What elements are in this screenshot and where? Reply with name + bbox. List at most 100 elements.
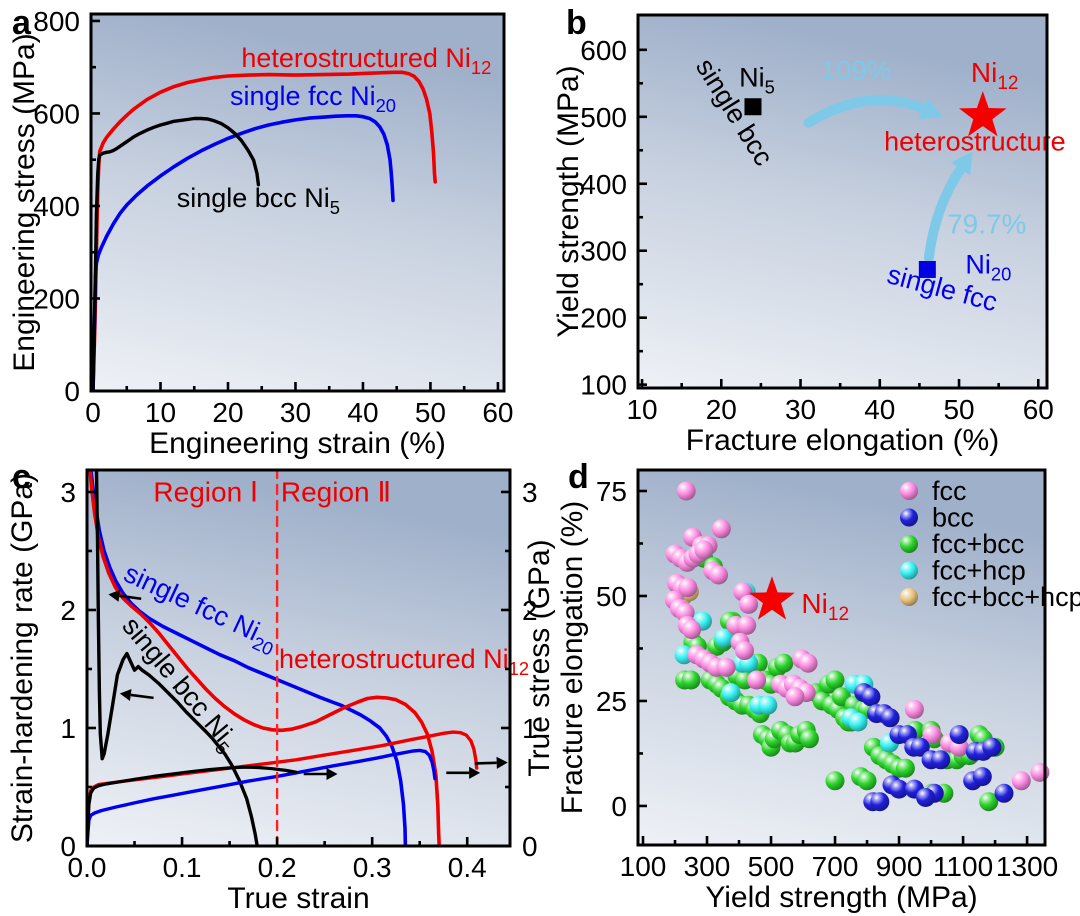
annotation-a-0: heterostructured Ni12 <box>241 43 491 78</box>
x-tick-label: 30 <box>785 394 816 425</box>
data-point-fcc+bcc <box>681 670 701 690</box>
y-axis-title: Fracture elongation (%) <box>556 501 589 814</box>
ticks <box>638 489 1029 845</box>
y-tick-label: 3 <box>60 477 76 508</box>
annotation-c-1: Region Ⅱ <box>281 476 391 507</box>
data-point-fcc <box>676 481 696 501</box>
annotation-b-0: Ni5 <box>739 63 775 98</box>
tick-labels: 100 300 500 700 900 1100 1300 0 25 50 75 <box>596 476 1058 882</box>
x-axis-title: Yield strength (MPa) <box>705 881 977 914</box>
annotation-a-1: single fcc Ni20 <box>230 81 396 116</box>
y-tick-label: 0 <box>60 831 76 862</box>
x-tick-label: 10 <box>626 394 657 425</box>
y-tick-label: 0 <box>611 791 627 822</box>
left-axis-arrow-bcc-head <box>119 688 132 701</box>
x-tick-label: 10 <box>145 397 176 428</box>
panel-a-letter: a <box>12 4 31 42</box>
legend-label-fcc+hcp: fcc+hcp <box>932 556 1026 586</box>
panel-b-letter: b <box>566 4 587 42</box>
data-point-bcc <box>880 708 900 728</box>
data-point-fcc <box>694 540 714 560</box>
left-axis-arrow-fcc-shaft <box>119 594 142 601</box>
data-point-fcc <box>716 657 736 677</box>
ticks <box>91 19 500 393</box>
annotation-b-5: 79.7% <box>947 208 1026 239</box>
series-group <box>91 70 437 391</box>
x-tick-label: 0.0 <box>68 852 107 883</box>
legend-swatch-fcc <box>900 482 918 500</box>
x-tick-label: 50 <box>415 397 446 428</box>
y-tick-label: 600 <box>580 35 627 66</box>
y-tick-label: 400 <box>580 169 627 200</box>
annotation-c-0: Region Ⅰ <box>153 476 258 507</box>
elongation-gain-arrow <box>923 151 973 263</box>
series-single-fcc-Ni20 <box>91 114 395 391</box>
right-axis-arrow-red <box>474 756 508 769</box>
plot-background <box>638 15 1047 388</box>
x-tick-label: 300 <box>684 851 731 882</box>
data-point-fcc <box>904 699 924 719</box>
data-point-fcc+hcp <box>758 695 778 715</box>
y2-tick-label: 2 <box>522 595 538 626</box>
data-point-fcc <box>682 620 702 640</box>
right-axis-arrow-red-head <box>496 756 508 769</box>
y-tick-label: 800 <box>33 6 80 37</box>
x-tick-label: 0.2 <box>258 852 297 883</box>
x-tick-label: 0.1 <box>163 852 202 883</box>
data-point-fcc+bcc <box>799 729 819 749</box>
data-point-fcc+hcp <box>714 628 734 648</box>
data-point-fcc+hcp <box>721 683 741 703</box>
data-point-fcc <box>1030 762 1050 782</box>
legend-swatch-fcc+hcp <box>900 561 918 580</box>
x-tick-label: 60 <box>482 397 513 428</box>
legend-label-bcc: bcc <box>932 503 974 533</box>
data-point-fcc <box>747 670 767 690</box>
x-tick-label: 0.3 <box>353 852 392 883</box>
elongation-gain-arrow-shaft <box>923 164 966 263</box>
scatter-bcc <box>854 683 1014 812</box>
scatter-fcc <box>664 481 1050 791</box>
ticks <box>85 490 510 848</box>
x-tick-label: 1300 <box>996 851 1058 882</box>
annotation-b-2: 109% <box>820 55 892 86</box>
data-point-fcc <box>678 578 698 598</box>
y2-tick-label: 1 <box>522 713 538 744</box>
data-point-fcc <box>739 594 759 614</box>
x-tick-label: 0.4 <box>448 852 487 883</box>
data-point-bcc <box>994 783 1014 803</box>
data-point-fcc <box>735 641 754 661</box>
left-axis-arrow-fcc-head <box>108 589 121 602</box>
x-tick-label: 100 <box>620 851 667 882</box>
legend-swatch-bcc <box>900 508 918 527</box>
tick-labels: 10 20 30 40 50 60 100 200 300 400 500 600 <box>580 35 1054 425</box>
y-tick-label: 75 <box>596 476 627 507</box>
x-tick-label: 40 <box>347 397 378 428</box>
marker-star-Ni12-heterostructure <box>749 576 795 620</box>
y-tick-label: 2 <box>60 595 76 626</box>
panel-d-letter: d <box>568 458 589 496</box>
y-tick-label: 200 <box>580 303 627 334</box>
annotation-b-4: heterostructure <box>884 126 1066 156</box>
series-single-bcc-Ni5 <box>91 116 261 391</box>
x-tick-label: 60 <box>1023 394 1054 425</box>
marker-square-Ni20-single-fcc <box>918 260 936 278</box>
x-tick-label: 20 <box>212 397 243 428</box>
right-axis-arrow-blue <box>446 766 481 779</box>
data-point-fcc+bcc <box>979 792 999 812</box>
marker-square-Ni5-single-bcc <box>744 98 762 116</box>
y-tick-label: 25 <box>596 686 627 717</box>
data-point-fcc <box>798 653 818 673</box>
x-axis-title: Engineering strain (%) <box>149 427 446 460</box>
plot-background <box>87 470 510 846</box>
axes-frame <box>85 468 512 848</box>
marker-star-Ni12-heterostructure <box>959 91 1007 137</box>
y-axis-title: Yield strength (MPa) <box>552 65 585 337</box>
x-tick-label: 30 <box>280 397 311 428</box>
data-point-fcc+bcc <box>774 653 794 673</box>
x-tick-label: 20 <box>706 394 737 425</box>
data-point-fcc+bcc <box>825 771 845 791</box>
